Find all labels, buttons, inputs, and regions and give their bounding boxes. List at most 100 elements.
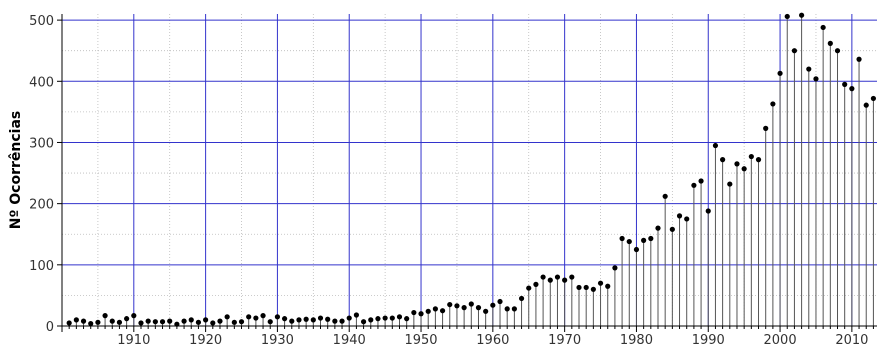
- data-point-1975: [597, 280, 604, 286]
- data-point-1972: [576, 284, 582, 291]
- data-point-1946: [389, 315, 395, 321]
- data-point-2005: [813, 76, 819, 82]
- data-point-2013: [870, 95, 877, 102]
- data-point-1928: [260, 313, 266, 319]
- data-point-1926: [246, 314, 252, 320]
- data-point-1987: [684, 216, 690, 222]
- data-point-1953: [439, 308, 446, 314]
- y-tick-label-300: 300: [29, 136, 54, 151]
- data-point-1997: [755, 157, 762, 163]
- data-point-1915: [167, 318, 173, 324]
- data-point-1967: [540, 274, 546, 280]
- data-point-1951: [425, 308, 431, 314]
- data-point-2009: [842, 81, 848, 87]
- data-point-1961: [497, 298, 503, 305]
- data-point-1989: [698, 178, 704, 184]
- x-tick-label-2000: 2000: [764, 333, 797, 348]
- data-point-1904: [88, 320, 94, 327]
- x-tick-label-1920: 1920: [189, 333, 222, 348]
- data-point-1917: [181, 318, 187, 324]
- data-point-1947: [396, 314, 403, 320]
- y-tick-label-500: 500: [29, 14, 54, 29]
- data-point-1934: [303, 316, 309, 322]
- data-point-1940: [346, 315, 352, 321]
- data-point-1905: [95, 319, 101, 325]
- stems: [68, 15, 874, 326]
- y-tick-label-100: 100: [29, 259, 54, 274]
- data-point-1966: [533, 281, 539, 287]
- data-point-1930: [274, 314, 281, 320]
- data-point-1902: [73, 317, 79, 323]
- data-point-1941: [353, 312, 360, 318]
- data-point-1931: [281, 316, 288, 322]
- data-point-1919: [195, 319, 202, 325]
- data-point-2010: [849, 86, 855, 92]
- data-point-1906: [102, 313, 108, 319]
- data-points: [66, 12, 877, 327]
- data-point-1957: [468, 301, 474, 307]
- y-tick-label-0: 0: [46, 320, 54, 335]
- y-tick-label-400: 400: [29, 75, 54, 90]
- data-point-1921: [210, 320, 216, 326]
- data-point-1918: [188, 317, 194, 323]
- data-point-1922: [217, 318, 223, 324]
- y-tick-labels: 0 100 200 300 400 500: [29, 14, 54, 335]
- minor-grid: [62, 14, 877, 326]
- data-point-1933: [296, 317, 302, 323]
- x-tick-label-1940: 1940: [333, 333, 366, 348]
- data-point-1949: [411, 309, 417, 316]
- data-point-2004: [806, 66, 812, 72]
- data-point-1923: [224, 314, 230, 320]
- data-point-1916: [174, 321, 180, 327]
- data-point-1937: [325, 316, 331, 322]
- x-tick-label-1960: 1960: [476, 333, 509, 348]
- data-point-2006: [820, 24, 826, 31]
- data-point-1998: [763, 125, 769, 131]
- data-point-1954: [447, 301, 453, 308]
- data-point-1996: [748, 153, 754, 160]
- data-point-1956: [461, 305, 467, 311]
- data-point-1909: [124, 316, 130, 322]
- data-point-2002: [791, 48, 798, 54]
- data-point-1936: [317, 315, 324, 321]
- x-tick-label-1930: 1930: [261, 333, 294, 348]
- data-point-1948: [404, 316, 410, 322]
- data-point-1994: [734, 161, 740, 167]
- data-point-1995: [741, 166, 747, 172]
- data-point-1912: [145, 318, 151, 324]
- data-point-1927: [253, 315, 259, 321]
- data-point-1952: [432, 306, 438, 312]
- data-point-1962: [504, 306, 510, 312]
- data-point-1964: [518, 295, 525, 302]
- data-point-1965: [526, 285, 532, 291]
- data-point-1924: [231, 319, 237, 325]
- data-point-1991: [712, 142, 719, 149]
- data-point-2007: [827, 40, 833, 46]
- data-point-1935: [310, 317, 316, 323]
- x-tick-label-1980: 1980: [620, 333, 653, 348]
- data-point-2011: [856, 56, 862, 62]
- plot-background: [62, 14, 877, 326]
- data-point-2012: [863, 102, 869, 108]
- data-point-1992: [720, 157, 726, 163]
- data-point-1907: [109, 318, 115, 324]
- data-point-1958: [475, 305, 482, 311]
- y-tick-label-200: 200: [29, 198, 54, 213]
- x-tick-label-1910: 1910: [117, 333, 150, 348]
- data-point-2008: [834, 48, 841, 54]
- data-point-1973: [583, 284, 589, 291]
- data-point-1982: [648, 235, 654, 242]
- data-point-1945: [382, 315, 388, 321]
- y-axis-title: Nº Ocorrências: [8, 111, 24, 229]
- major-grid: [62, 14, 877, 326]
- data-point-1981: [641, 237, 647, 243]
- data-point-1908: [116, 319, 123, 325]
- data-point-1950: [418, 311, 424, 317]
- data-point-1979: [626, 238, 632, 245]
- data-point-1983: [655, 225, 661, 231]
- data-point-2000: [777, 70, 783, 76]
- x-tick-label-1950: 1950: [404, 333, 437, 348]
- data-point-1977: [612, 265, 618, 271]
- data-point-1959: [483, 308, 489, 314]
